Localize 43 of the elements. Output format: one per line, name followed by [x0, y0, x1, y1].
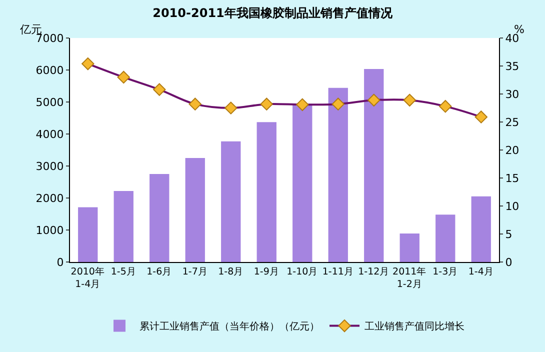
x-tick-label: 1-7月	[182, 266, 208, 278]
y2-tick-label: 0	[505, 256, 512, 269]
chart-title: 2010-2011年我国橡胶制品业销售产值情况	[152, 6, 394, 20]
y-tick-label: 0	[56, 256, 64, 269]
y2-tick-label: 25	[505, 116, 520, 129]
bar	[221, 141, 241, 262]
y2-tick-label: 40	[505, 32, 520, 45]
x-tick-label: 1-10月	[286, 266, 318, 278]
y-tick-label: 1000	[36, 224, 64, 237]
bar	[150, 174, 170, 262]
x-tick-label: 2010年 1-4月	[70, 265, 105, 290]
x-tick-label: 1-4月	[468, 266, 494, 278]
y-tick-label: 4000	[36, 128, 64, 141]
bar	[400, 234, 420, 262]
y-tick-label: 6000	[36, 64, 64, 77]
bar	[328, 88, 348, 262]
bar	[471, 196, 491, 262]
x-tick-label: 1-9月	[254, 266, 280, 278]
legend-label: 工业销售产值同比增长	[364, 320, 464, 333]
x-tick-label: 1-5月	[110, 266, 136, 278]
y2-tick-label: 30	[505, 88, 520, 101]
x-tick-label: 1-6月	[146, 266, 172, 278]
x-tick-label: 1-12月	[358, 266, 390, 278]
x-tick-label: 1-11月	[322, 266, 354, 278]
bar	[256, 122, 276, 262]
y2-tick-label: 35	[505, 60, 520, 73]
x-tick-label: 2011年 1-2月	[392, 265, 427, 290]
bar	[364, 69, 384, 262]
y2-tick-label: 10	[505, 200, 520, 213]
y-tick-label: 5000	[36, 96, 64, 109]
y2-tick-label: 20	[505, 144, 520, 157]
bar	[436, 214, 456, 262]
legend-label: 累计工业销售产值（当年价格）（亿元）	[140, 320, 320, 333]
bar	[114, 190, 134, 262]
y-tick-label: 2000	[36, 192, 64, 205]
x-tick-label: 1-8月	[218, 266, 244, 278]
bar	[292, 104, 312, 262]
bar	[78, 207, 98, 262]
y-tick-label: 3000	[36, 160, 64, 173]
x-tick-label: 1-3月	[432, 266, 458, 278]
bar	[185, 158, 205, 262]
y2-tick-label: 15	[505, 172, 520, 185]
y2-tick-label: 5	[505, 228, 512, 241]
